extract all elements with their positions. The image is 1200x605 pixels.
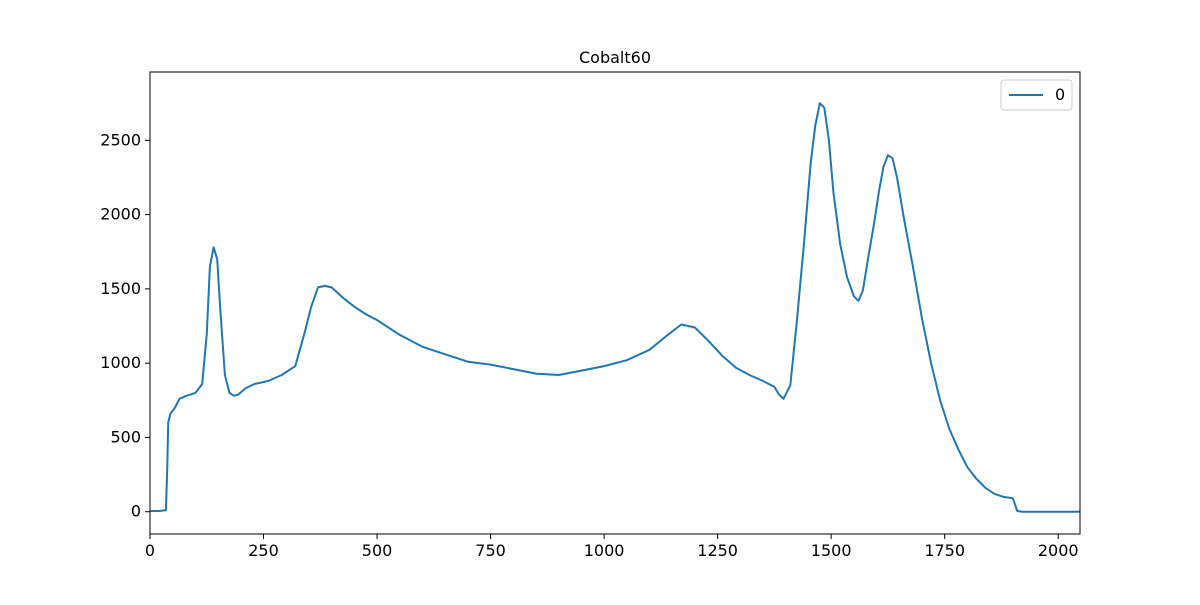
legend: 0 bbox=[1000, 79, 1073, 111]
y-tick-label: 2000 bbox=[100, 205, 141, 224]
y-tick-label: 1500 bbox=[100, 279, 141, 298]
y-tick-label: 500 bbox=[110, 427, 141, 446]
x-tick-label: 250 bbox=[248, 541, 279, 560]
chart-title: Cobalt60 bbox=[579, 48, 651, 67]
plot-frame bbox=[149, 71, 1081, 535]
x-tick-label: 1000 bbox=[584, 541, 625, 560]
y-tick-label: 0 bbox=[131, 502, 141, 521]
x-tick-label: 750 bbox=[475, 541, 506, 560]
series-line-0 bbox=[150, 102, 1080, 513]
plot-area bbox=[150, 72, 1080, 534]
axes-group: 0 250 500 750 1000 1250 1500 1750 2000 0 500 1000 15… bbox=[100, 130, 1078, 560]
y-tick-label: 2500 bbox=[100, 130, 141, 149]
x-tick-label: 1500 bbox=[811, 541, 852, 560]
plot-data-group bbox=[150, 102, 1080, 513]
x-tick-label: 1250 bbox=[697, 541, 738, 560]
x-tick-label: 500 bbox=[362, 541, 393, 560]
legend-label: 0 bbox=[1055, 85, 1065, 104]
x-tick-label: 1750 bbox=[924, 541, 965, 560]
y-tick-label: 1000 bbox=[100, 353, 141, 372]
x-tick-label: 0 bbox=[145, 541, 155, 560]
x-tick-label: 2000 bbox=[1038, 541, 1079, 560]
